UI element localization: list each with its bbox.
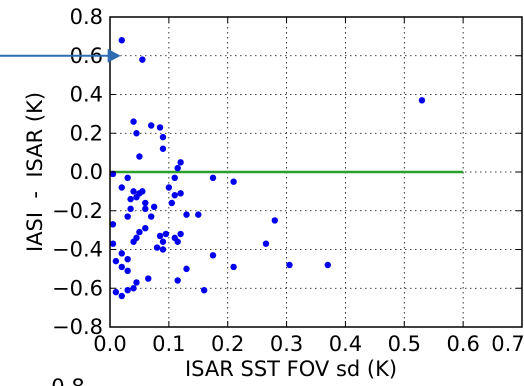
x-axis-label: ISAR SST FOV sd (K) — [185, 357, 397, 381]
x-tick-labels: 0.0 0.1 0.2 0.3 0.4 0.5 0.6 0.7 — [93, 332, 524, 356]
data-point — [209, 174, 217, 182]
data-point — [124, 255, 131, 263]
y-tick-label: −0.8 — [52, 315, 103, 339]
data-point — [139, 188, 146, 195]
data-point — [124, 267, 131, 275]
data-point — [159, 238, 167, 245]
data-point — [130, 285, 137, 292]
annotation-arrow — [0, 48, 121, 63]
data-point — [145, 275, 152, 282]
data-point — [133, 130, 140, 137]
data-point — [418, 97, 426, 104]
data-point — [110, 221, 117, 228]
x-tick-label: 0.0 — [93, 332, 126, 356]
data-point — [118, 184, 125, 191]
data-point — [148, 122, 155, 129]
data-points — [110, 37, 426, 300]
x-tick-label: 0.4 — [329, 332, 362, 356]
y-tick-label: 0.8 — [70, 5, 103, 29]
data-point — [124, 213, 131, 220]
data-point — [174, 164, 181, 172]
data-point — [168, 199, 175, 207]
data-point — [262, 240, 270, 247]
data-point — [174, 277, 181, 284]
data-point — [124, 174, 131, 182]
data-point — [142, 199, 149, 207]
data-point — [156, 124, 164, 131]
data-point — [162, 230, 170, 238]
data-point — [133, 279, 140, 286]
y-tick-label: 0.2 — [70, 121, 103, 145]
data-point — [118, 292, 125, 300]
y-tick-labels: −0.8−0.6−0.4−0.20.00.20.40.60.8 — [52, 5, 103, 339]
y-tick-label: 0.4 — [70, 83, 103, 107]
y-tick-label: −0.6 — [52, 276, 103, 300]
data-point — [271, 217, 278, 224]
data-point — [133, 234, 140, 242]
data-point — [183, 211, 190, 218]
data-point — [142, 205, 149, 213]
y-axis-label: IASI - ISAR (K) — [23, 92, 47, 252]
data-point — [230, 178, 237, 185]
data-point — [136, 228, 143, 236]
data-point — [209, 252, 217, 259]
data-point — [165, 184, 173, 191]
data-point — [130, 118, 137, 125]
data-point — [153, 244, 161, 251]
data-point — [159, 133, 167, 141]
data-point — [124, 286, 131, 294]
data-point — [324, 261, 331, 269]
data-point — [177, 190, 184, 197]
data-point — [177, 159, 184, 166]
x-tick-label: 0.1 — [152, 332, 185, 356]
x-tick-label: 0.6 — [446, 332, 479, 356]
y-tick-label: −0.4 — [52, 238, 103, 262]
cut-off-tick-text: 0.8 — [51, 375, 84, 386]
data-point — [230, 263, 237, 271]
data-point — [159, 145, 167, 152]
x-tick-label: 0.3 — [270, 332, 303, 356]
data-point — [195, 211, 202, 218]
data-point — [133, 193, 140, 201]
data-point — [200, 286, 208, 294]
x-tick-label: 0.7 — [491, 332, 524, 356]
x-tick-label: 0.5 — [388, 332, 421, 356]
data-point — [118, 263, 125, 271]
data-point — [118, 37, 125, 44]
data-point — [127, 195, 134, 203]
data-point — [156, 232, 164, 240]
data-point — [183, 265, 190, 273]
data-point — [177, 230, 184, 238]
y-tick-label: −0.2 — [52, 199, 103, 223]
data-point — [112, 288, 120, 296]
data-point — [148, 213, 155, 220]
data-point — [127, 205, 134, 213]
data-point — [150, 203, 158, 211]
data-point — [171, 192, 178, 199]
y-tick-label: 0.0 — [70, 160, 103, 184]
data-point — [142, 224, 149, 232]
data-point — [112, 257, 120, 265]
data-point — [110, 240, 117, 247]
data-point — [118, 250, 125, 257]
data-point — [174, 238, 181, 245]
data-point — [171, 174, 178, 182]
data-point — [136, 153, 143, 160]
data-point — [286, 261, 293, 269]
data-point — [159, 246, 167, 253]
x-tick-label: 0.2 — [211, 332, 244, 356]
data-point — [130, 188, 137, 195]
data-point — [139, 56, 146, 63]
